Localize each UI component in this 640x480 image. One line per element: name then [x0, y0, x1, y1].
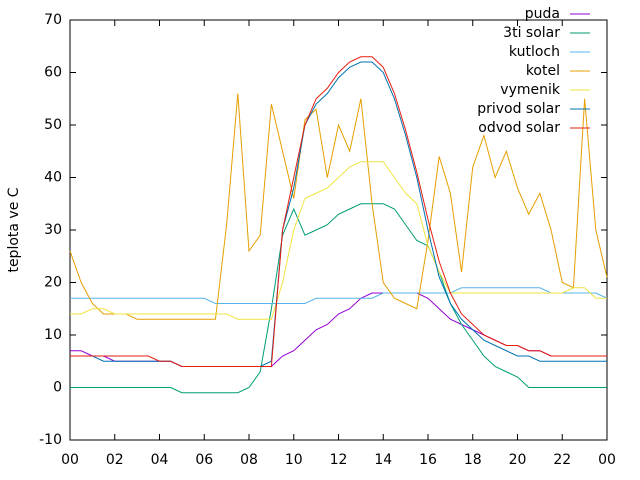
legend-label: 3ti solar	[503, 25, 560, 41]
x-tick-label: 00	[598, 452, 616, 468]
x-tick-label: 12	[330, 452, 348, 468]
x-tick-label: 16	[419, 452, 437, 468]
legend-label: privod solar	[477, 101, 560, 117]
legend-label: kutloch	[509, 44, 560, 60]
y-tick-label: 30	[44, 222, 62, 238]
y-tick-label: -10	[39, 432, 62, 448]
y-tick-label: 40	[44, 170, 62, 186]
series-line	[70, 203, 607, 394]
series-line	[70, 292, 607, 367]
x-tick-label: 00	[61, 452, 79, 468]
x-tick-label: 18	[464, 452, 482, 468]
y-axis-label: teplota ve C	[6, 187, 22, 272]
y-tick-label: 60	[44, 65, 62, 81]
x-tick-label: 10	[285, 452, 303, 468]
legend-label: odvod solar	[478, 120, 560, 136]
x-tick-label: 20	[509, 452, 527, 468]
series-line	[70, 161, 607, 320]
x-tick-label: 22	[553, 452, 571, 468]
x-tick-label: 14	[374, 452, 392, 468]
legend-label: kotel	[526, 63, 560, 79]
series-line	[70, 56, 607, 367]
series-line	[70, 287, 608, 304]
series-line	[69, 93, 608, 320]
x-tick-label: 08	[240, 452, 258, 468]
y-tick-label: 70	[44, 12, 62, 28]
x-tick-label: 02	[106, 452, 124, 468]
x-tick-label: 04	[151, 452, 169, 468]
y-tick-label: 0	[53, 380, 62, 396]
y-tick-label: 20	[44, 275, 62, 291]
y-tick-label: 50	[44, 117, 62, 133]
y-tick-label: 10	[44, 327, 62, 343]
legend-label: puda	[525, 6, 560, 22]
x-tick-label: 06	[195, 452, 213, 468]
legend-label: vymenik	[500, 82, 561, 98]
